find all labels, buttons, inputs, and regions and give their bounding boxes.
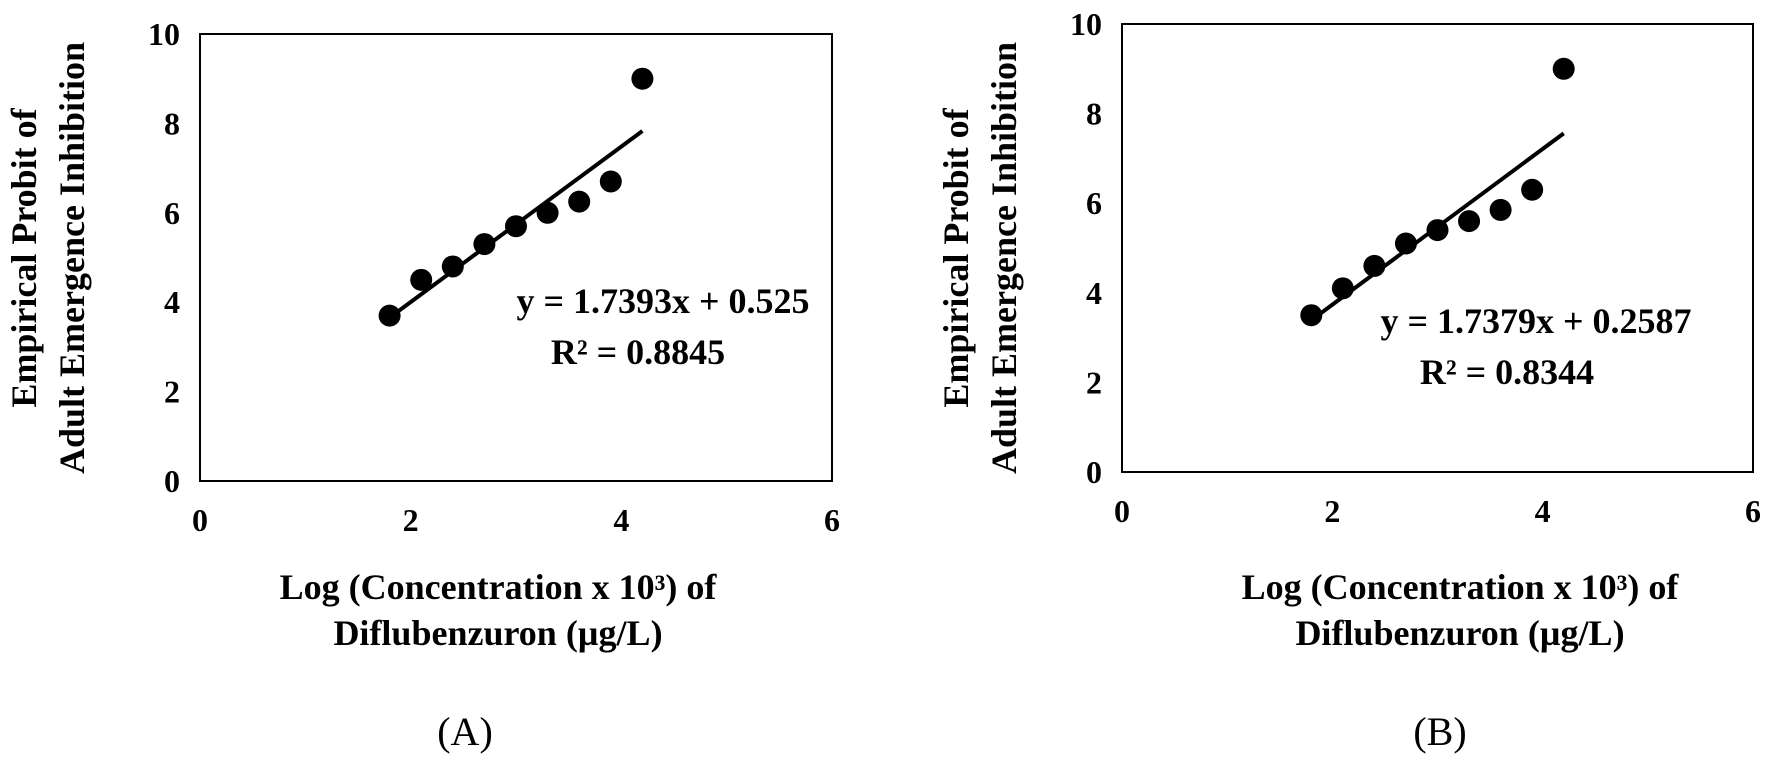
data-point [441, 255, 464, 278]
data-point [1426, 219, 1449, 242]
y-tick-label: 6 [1086, 185, 1102, 221]
data-point [1331, 277, 1354, 300]
y-tick-labels: 0 2 4 6 8 10 [1070, 6, 1102, 490]
y-tick-label: 6 [164, 195, 180, 231]
x-tick-label: 6 [1745, 493, 1761, 529]
y-tick-label: 8 [1086, 96, 1102, 132]
r-squared-label: R² = 0.8845 [551, 332, 725, 372]
data-point [410, 268, 433, 291]
plot-frame [1121, 23, 1754, 473]
data-point [1394, 232, 1417, 255]
chart-panel-b: 0 2 4 6 8 10 0 2 4 6 y = 1.7379x + 0.2587 R² = 0… [936, 6, 1761, 754]
r-squared-label: R² = 0.8344 [1420, 352, 1594, 392]
equation-label: y = 1.7393x + 0.525 [516, 281, 809, 321]
x-tick-labels: 0 2 4 6 [192, 502, 840, 538]
y-tick-label: 0 [164, 463, 180, 499]
data-points [1300, 57, 1575, 327]
y-tick-label: 4 [1086, 275, 1102, 311]
y-tick-label: 10 [1070, 6, 1102, 42]
x-tick-label: 0 [192, 502, 208, 538]
panel-label: (A) [437, 709, 493, 754]
data-point [1521, 178, 1544, 201]
y-axis-label-line2: Adult Emergence Inhibition [52, 42, 92, 474]
equation-label: y = 1.7379x + 0.2587 [1380, 301, 1691, 341]
data-point [1552, 57, 1575, 80]
x-axis-label-line2: Diflubenzuron (µg/L) [333, 613, 662, 653]
y-tick-label: 2 [1086, 364, 1102, 400]
x-tick-label: 6 [824, 502, 840, 538]
data-point [378, 304, 401, 327]
y-tick-label: 10 [148, 16, 180, 52]
x-axis-label-line2: Diflubenzuron (µg/L) [1295, 613, 1624, 653]
x-tick-label: 4 [613, 502, 629, 538]
data-point [1363, 254, 1386, 277]
data-point [568, 190, 591, 213]
panel-label: (B) [1413, 709, 1466, 754]
x-tick-labels: 0 2 4 6 [1114, 493, 1761, 529]
data-point [599, 170, 622, 193]
x-tick-label: 4 [1535, 493, 1551, 529]
data-point [1489, 198, 1512, 221]
x-axis-label-line1: Log (Concentration x 10³) of [1242, 567, 1680, 607]
data-point [1300, 304, 1323, 327]
x-axis-label-line1: Log (Concentration x 10³) of [280, 567, 718, 607]
data-point [536, 201, 559, 224]
y-tick-label: 0 [1086, 454, 1102, 490]
data-points [378, 67, 654, 327]
x-tick-label: 2 [403, 502, 419, 538]
x-tick-label: 0 [1114, 493, 1130, 529]
y-axis-label-line2: Adult Emergence Inhibition [984, 42, 1024, 474]
data-point [473, 233, 496, 256]
data-point [1458, 210, 1481, 233]
data-point [631, 67, 654, 90]
y-tick-label: 8 [164, 105, 180, 141]
y-tick-label: 4 [164, 284, 180, 320]
chart-panel-a: 0 2 4 6 8 10 0 2 4 6 y = 1.7393x + 0.525 R² = 0.… [4, 16, 840, 754]
y-tick-label: 2 [164, 374, 180, 410]
x-tick-label: 2 [1324, 493, 1340, 529]
y-axis-label-line1: Empirical Probit of [4, 107, 44, 407]
data-point [505, 215, 527, 238]
y-tick-labels: 0 2 4 6 8 10 [148, 16, 180, 499]
y-axis-label-line1: Empirical Probit of [936, 107, 976, 407]
plot-frame [199, 33, 833, 482]
